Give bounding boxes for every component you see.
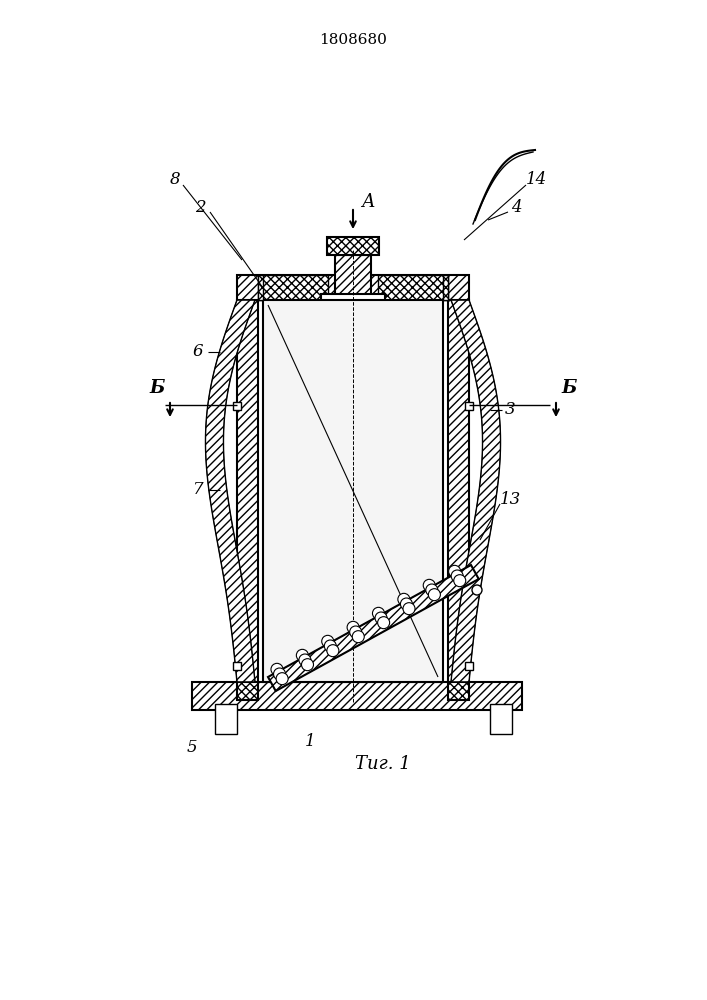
Circle shape bbox=[271, 663, 283, 675]
Text: 2: 2 bbox=[194, 198, 205, 216]
Bar bbox=[263, 300, 443, 682]
Circle shape bbox=[472, 585, 482, 595]
Text: Τиг. 1: Τиг. 1 bbox=[355, 755, 411, 773]
Circle shape bbox=[296, 649, 308, 661]
Bar bbox=[335, 255, 371, 300]
Circle shape bbox=[375, 612, 387, 624]
Bar bbox=[490, 704, 512, 734]
Circle shape bbox=[373, 607, 385, 619]
Bar bbox=[237, 275, 469, 300]
Circle shape bbox=[403, 603, 415, 615]
Circle shape bbox=[451, 570, 463, 582]
Bar bbox=[237, 300, 258, 682]
Circle shape bbox=[325, 640, 337, 652]
Text: 6: 6 bbox=[193, 344, 204, 360]
Circle shape bbox=[423, 579, 436, 591]
Circle shape bbox=[352, 631, 364, 643]
Polygon shape bbox=[451, 300, 501, 682]
Circle shape bbox=[327, 645, 339, 657]
Circle shape bbox=[350, 626, 362, 638]
Bar bbox=[443, 275, 448, 300]
Bar bbox=[321, 294, 385, 306]
Bar bbox=[258, 275, 263, 300]
Circle shape bbox=[299, 654, 311, 666]
Bar bbox=[327, 237, 379, 255]
Text: 8: 8 bbox=[170, 172, 180, 188]
Text: 1808680: 1808680 bbox=[319, 33, 387, 47]
Bar bbox=[448, 682, 469, 700]
Circle shape bbox=[428, 589, 440, 601]
Text: А: А bbox=[361, 193, 375, 211]
Bar bbox=[237, 682, 258, 700]
Circle shape bbox=[454, 575, 466, 587]
Circle shape bbox=[378, 617, 390, 629]
Circle shape bbox=[322, 635, 334, 647]
Bar bbox=[378, 275, 448, 300]
Bar bbox=[233, 662, 241, 670]
Text: 7: 7 bbox=[193, 482, 204, 498]
Text: 1: 1 bbox=[305, 734, 315, 750]
Text: 3: 3 bbox=[505, 401, 515, 418]
Bar bbox=[192, 682, 522, 710]
Polygon shape bbox=[206, 300, 255, 682]
Circle shape bbox=[400, 598, 412, 610]
Circle shape bbox=[301, 659, 313, 671]
Text: Б: Б bbox=[149, 379, 165, 397]
Bar bbox=[258, 275, 328, 300]
Circle shape bbox=[426, 584, 438, 596]
Bar bbox=[233, 402, 241, 410]
Bar bbox=[465, 402, 473, 410]
Text: 14: 14 bbox=[525, 172, 547, 188]
Circle shape bbox=[274, 668, 286, 680]
Circle shape bbox=[398, 593, 410, 605]
Circle shape bbox=[347, 621, 359, 633]
Text: 13: 13 bbox=[499, 491, 520, 508]
Bar bbox=[215, 704, 237, 734]
Circle shape bbox=[449, 565, 460, 577]
Bar bbox=[465, 662, 473, 670]
Text: 5: 5 bbox=[187, 740, 197, 756]
Text: Б: Б bbox=[561, 379, 577, 397]
Polygon shape bbox=[268, 565, 479, 691]
Bar bbox=[448, 300, 469, 682]
Text: 4: 4 bbox=[510, 198, 521, 216]
Bar bbox=[192, 682, 522, 710]
Circle shape bbox=[276, 673, 288, 685]
